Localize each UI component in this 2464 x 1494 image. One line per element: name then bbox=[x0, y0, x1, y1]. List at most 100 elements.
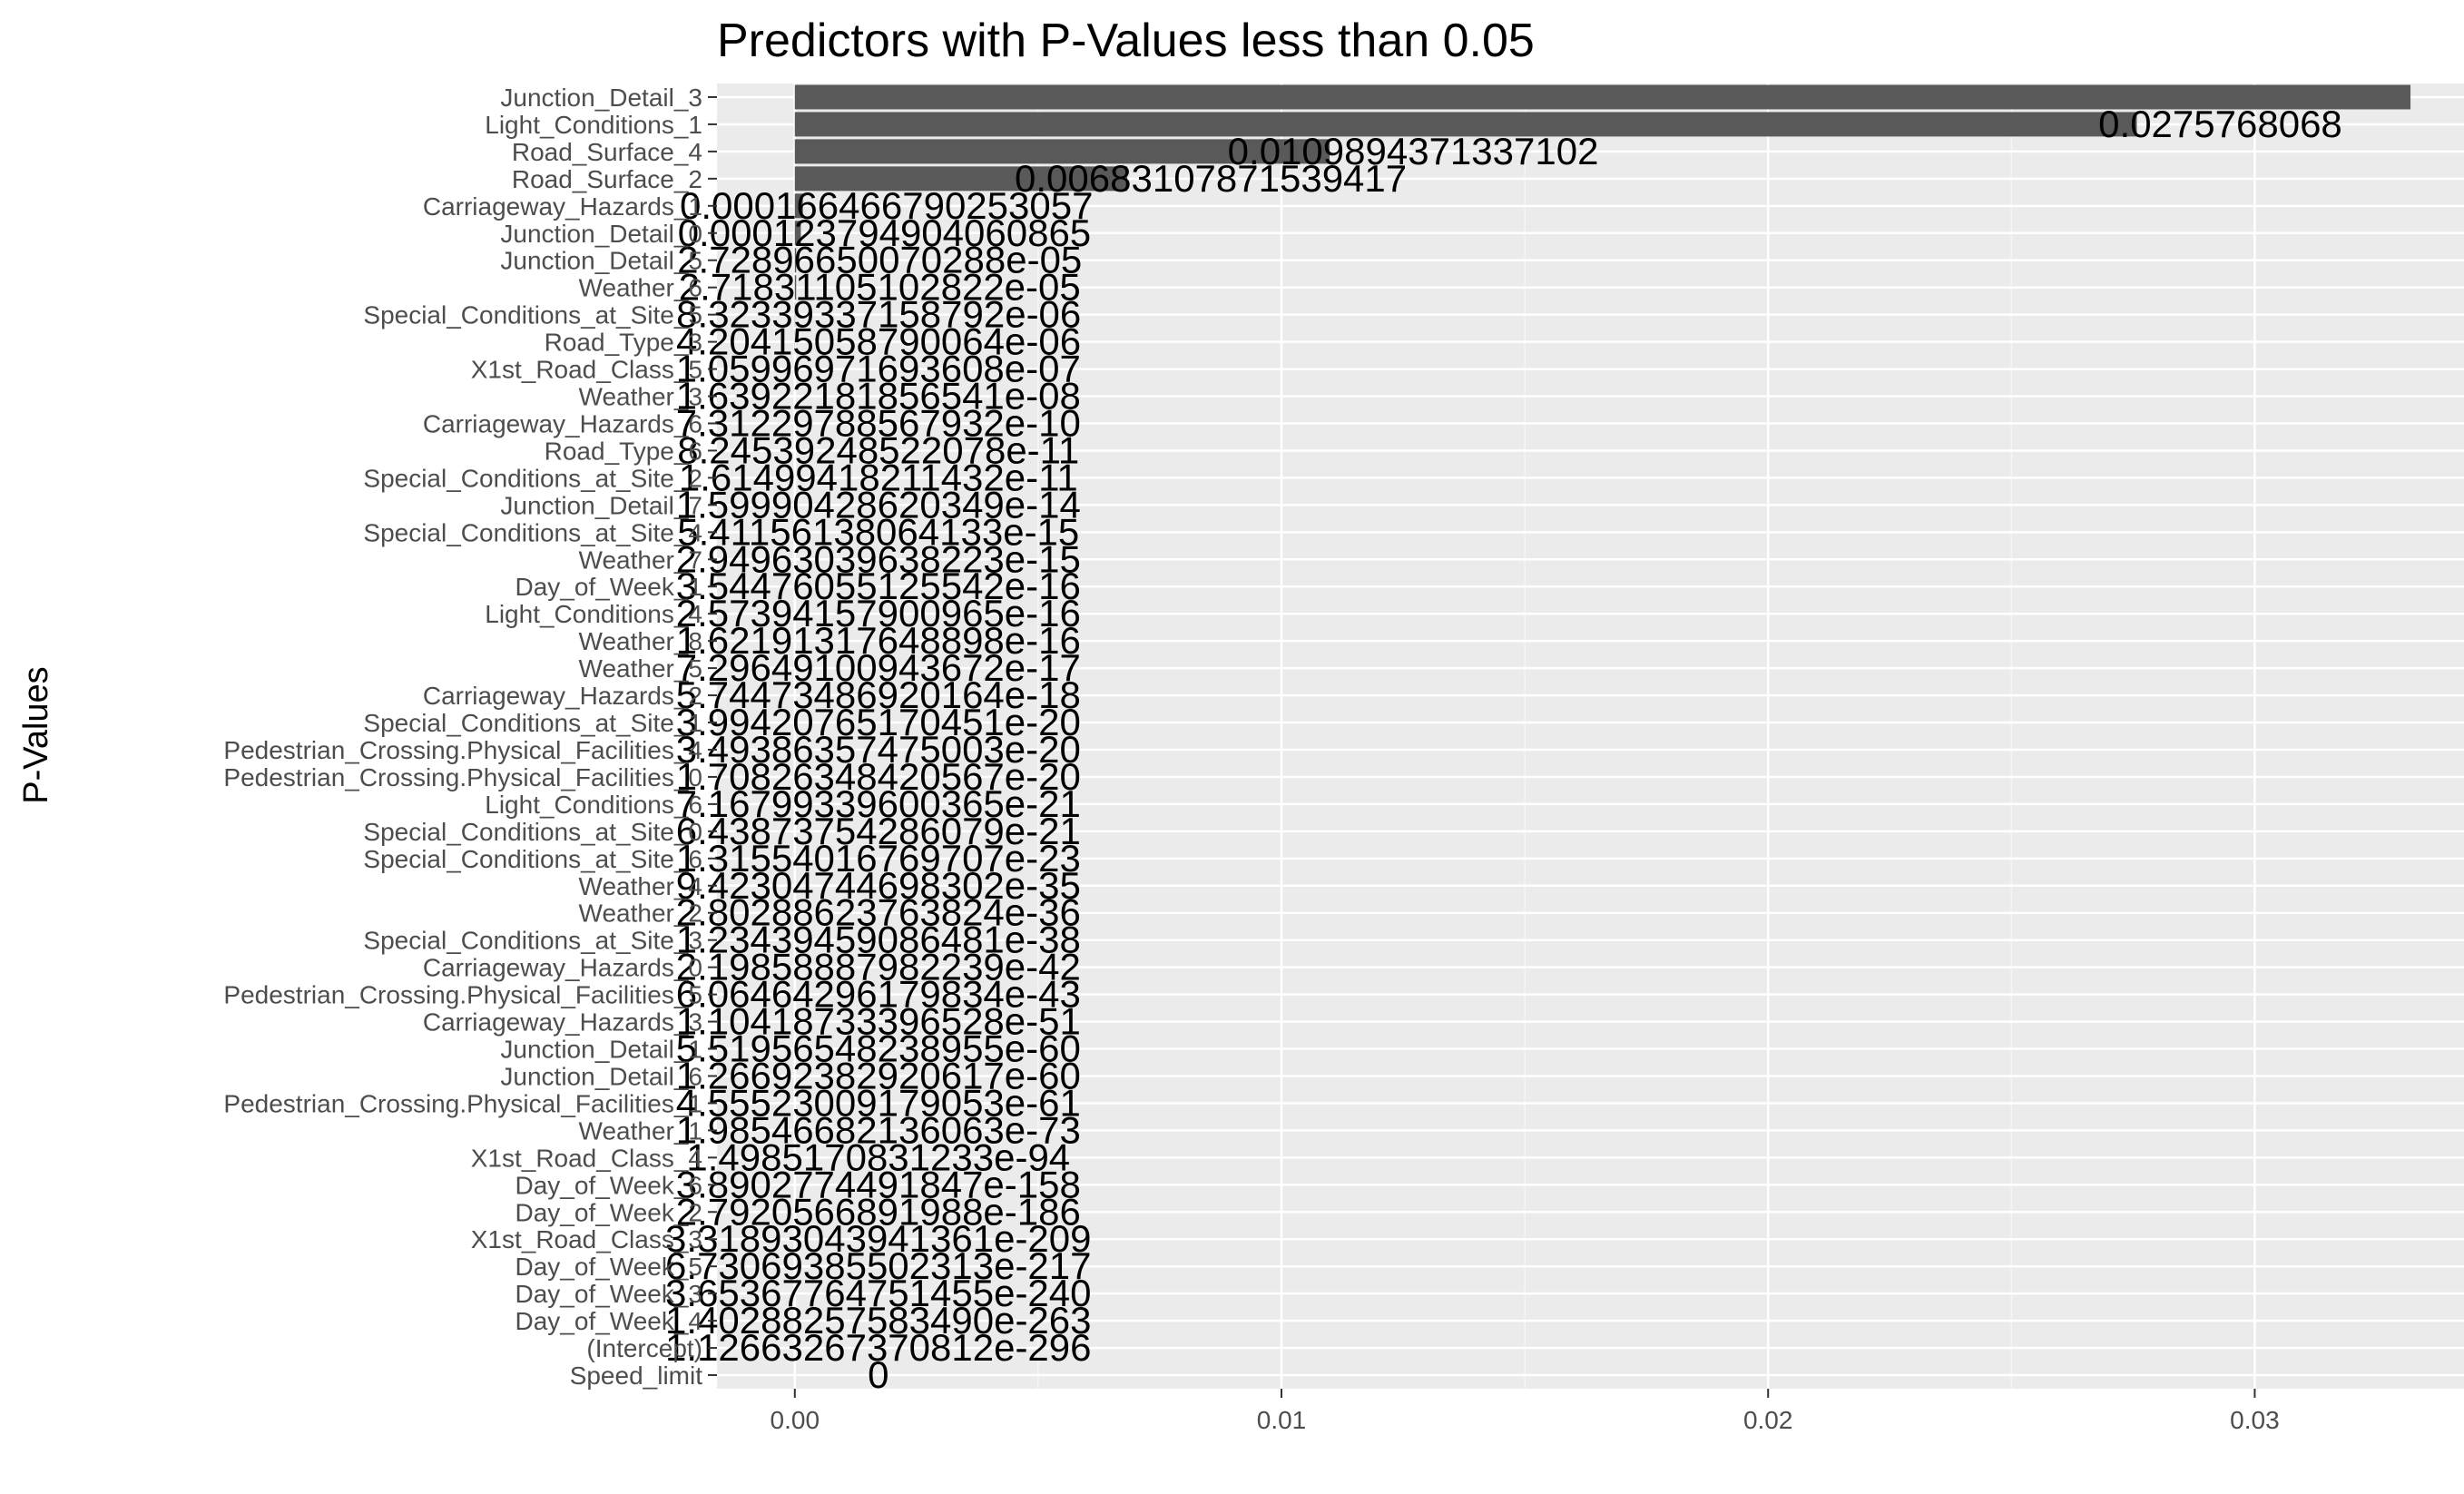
data-label: 2.7920566891988e-186 bbox=[676, 1190, 1081, 1233]
bars bbox=[794, 84, 2411, 436]
data-label: 1.05996971693608e-07 bbox=[676, 348, 1081, 390]
category-label: (Intercept) bbox=[586, 1334, 702, 1362]
data-label: 1.26692382920617e-60 bbox=[676, 1054, 1081, 1096]
category-label: Road_Surface_4 bbox=[512, 138, 702, 166]
data-label: 8.24539248522078e-11 bbox=[677, 428, 1079, 471]
category-label: Special_Conditions_at_Site_3 bbox=[363, 927, 702, 955]
data-label: 6.43873754286079e-21 bbox=[676, 810, 1081, 852]
data-label: 5.51956548238955e-60 bbox=[676, 1027, 1081, 1070]
category-label: Junction_Detail_1 bbox=[500, 1036, 702, 1064]
data-label: 4.20415058790064e-06 bbox=[676, 320, 1081, 363]
data-label: 3.8902774491847e-158 bbox=[676, 1163, 1081, 1205]
data-label: 7.16799339600365e-21 bbox=[676, 782, 1081, 825]
category-label: Weather_8 bbox=[579, 627, 702, 655]
data-label: 1.12663267370812e-296 bbox=[665, 1326, 1091, 1369]
data-label: 3.99420765170451e-20 bbox=[676, 701, 1081, 743]
category-label: Road_Type_3 bbox=[545, 329, 702, 357]
category-label: Carriageway_Hazards_1 bbox=[423, 192, 702, 221]
data-label: 2.57394157900965e-16 bbox=[676, 592, 1081, 634]
category-label: X1st_Road_Class_3 bbox=[471, 1225, 702, 1253]
data-label: 0.00683107871539417 bbox=[1015, 157, 1407, 200]
category-label: Weather_7 bbox=[579, 546, 702, 574]
category-label: Light_Conditions_4 bbox=[485, 600, 702, 628]
data-label: 2.19858887982239e-42 bbox=[676, 946, 1081, 988]
data-label: 5.41156138064133e-15 bbox=[677, 510, 1079, 553]
category-label: Special_Conditions_at_Site_1 bbox=[363, 709, 702, 737]
category-label: X1st_Road_Class_4 bbox=[471, 1144, 702, 1172]
category-label: Road_Type_6 bbox=[545, 437, 702, 465]
data-label: 3.54476055125542e-16 bbox=[676, 565, 1081, 607]
x-tick-label: 0.00 bbox=[771, 1406, 820, 1434]
category-label: Light_Conditions_6 bbox=[485, 791, 702, 819]
data-label: 8.32339337158792e-06 bbox=[676, 293, 1081, 336]
category-label: Day_of_Week_3 bbox=[515, 1280, 703, 1308]
category-label: Pedestrian_Crossing.Physical_Facilities_… bbox=[223, 763, 702, 791]
data-label: 5.74473486920164e-18 bbox=[676, 673, 1081, 716]
data-label: 4.55523009179053e-61 bbox=[676, 1081, 1081, 1124]
bar bbox=[794, 166, 1128, 192]
x-tick-label: 0.02 bbox=[1743, 1406, 1793, 1434]
category-label: Weather_3 bbox=[579, 383, 702, 411]
bar bbox=[794, 139, 1330, 164]
category-label: Day_of_Week_1 bbox=[515, 573, 703, 601]
bar bbox=[794, 193, 803, 219]
category-label: Weather_5 bbox=[579, 654, 702, 683]
category-label: Junction_Detail_0 bbox=[500, 220, 702, 248]
category-label: Junction_Detail_5 bbox=[500, 247, 702, 275]
data-label: 0.0275768068 bbox=[2098, 103, 2342, 145]
category-label: Light_Conditions_1 bbox=[485, 111, 702, 139]
data-label: 1.62191317648898e-16 bbox=[676, 619, 1081, 662]
bar bbox=[794, 84, 2411, 110]
category-label: Day_of_Week_5 bbox=[515, 1253, 703, 1281]
data-label: 1.63922181856541e-08 bbox=[676, 375, 1081, 418]
bar bbox=[794, 248, 797, 273]
data-label: 1.59990428620349e-14 bbox=[676, 483, 1081, 526]
category-label: X1st_Road_Class_5 bbox=[471, 356, 702, 384]
category-label: Special_Conditions_at_Site_5 bbox=[363, 301, 702, 329]
category-label: Special_Conditions_at_Site_0 bbox=[363, 818, 702, 846]
x-axis: 0.00 0.01 0.02 0.03 bbox=[771, 1389, 2280, 1434]
category-label: Weather_4 bbox=[579, 872, 702, 900]
data-label: 0.000123794904060865 bbox=[678, 211, 1091, 254]
data-label: 1.70826348420567e-20 bbox=[676, 755, 1081, 798]
category-label: Junction_Detail_3 bbox=[500, 84, 702, 112]
data-label: 1.23439459086481e-38 bbox=[676, 919, 1081, 961]
category-label: Carriageway_Hazards_2 bbox=[423, 682, 702, 710]
category-label: Pedestrian_Crossing.Physical_Facilities_… bbox=[223, 981, 702, 1009]
data-label: 2.94963039638223e-15 bbox=[676, 537, 1081, 580]
data-label: 0.000166466790253057 bbox=[680, 184, 1093, 227]
category-label: Junction_Detail_6 bbox=[500, 1062, 702, 1090]
data-label: 1.4985170831233e-94 bbox=[686, 1135, 1070, 1178]
category-label: Pedestrian_Crossing.Physical_Facilities_… bbox=[223, 736, 702, 764]
plot-panel bbox=[717, 84, 2464, 1389]
data-label: 7.29649100943672e-17 bbox=[676, 646, 1081, 689]
data-label: 0.0109894371337102 bbox=[1228, 130, 1599, 172]
category-label: Speed_limit bbox=[570, 1361, 703, 1390]
category-label: Special_Conditions_at_Site_2 bbox=[363, 464, 702, 492]
category-label: Junction_Detail_7 bbox=[500, 491, 702, 519]
data-label: 1.61499418211432e-11 bbox=[679, 456, 1078, 498]
category-label: Special_Conditions_at_Site_6 bbox=[363, 845, 702, 873]
category-label: Day_of_Week_2 bbox=[515, 1198, 703, 1226]
category-label: Weather_6 bbox=[579, 274, 702, 302]
category-label: Carriageway_Hazards_6 bbox=[423, 409, 702, 437]
x-tick-label: 0.01 bbox=[1257, 1406, 1307, 1434]
data-labels: 0.0275768068 0.01098943713371020.00683107… bbox=[665, 103, 2342, 1396]
data-label: 2.71831105102822e-05 bbox=[679, 266, 1081, 309]
category-label: Day_of_Week_6 bbox=[515, 1171, 703, 1199]
data-label: 0 bbox=[868, 1353, 888, 1396]
data-label: 7.31229788567932e-10 bbox=[676, 401, 1081, 444]
data-label: 3.65367764751455e-240 bbox=[665, 1272, 1091, 1314]
category-label: Weather_1 bbox=[579, 1116, 702, 1145]
data-label: 6.06464296179834e-43 bbox=[676, 973, 1081, 1016]
x-tick-label: 0.03 bbox=[2230, 1406, 2280, 1434]
category-label: Road_Surface_2 bbox=[512, 165, 702, 193]
bar bbox=[794, 275, 797, 300]
y-axis: Junction_Detail_3Light_Conditions_1Road_… bbox=[223, 84, 717, 1390]
data-label: 3.49386357475003e-20 bbox=[676, 728, 1081, 771]
category-label: Carriageway_Hazards_3 bbox=[423, 1008, 702, 1037]
y-axis-title: P-Values bbox=[17, 666, 55, 803]
bar bbox=[794, 221, 801, 246]
data-label: 3.31893043941361e-209 bbox=[665, 1217, 1091, 1260]
